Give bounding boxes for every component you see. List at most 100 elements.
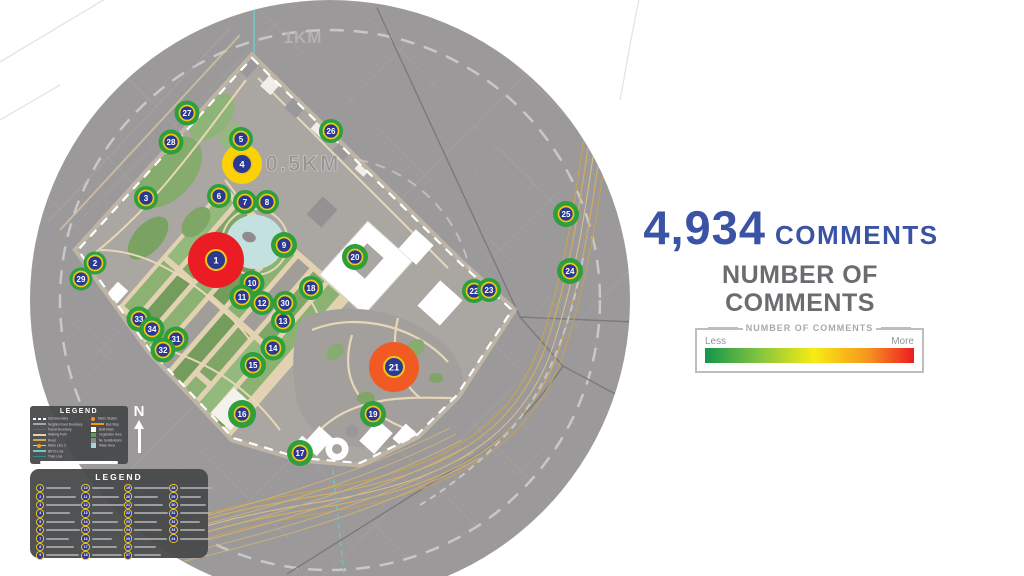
- map-marker-25[interactable]: 25: [553, 201, 579, 227]
- map-marker-9[interactable]: 9: [271, 232, 297, 258]
- map-marker-30[interactable]: 30: [273, 291, 297, 315]
- site-label-text: [134, 512, 169, 515]
- panel-heading: NUMBER OF COMMENTS: [722, 261, 878, 317]
- site-label-text: [179, 503, 206, 506]
- site-number-badge: 18: [81, 551, 90, 560]
- map-marker-17[interactable]: 17: [287, 440, 313, 466]
- map-marker-2[interactable]: 2: [83, 251, 107, 275]
- site-label-text: [179, 520, 200, 523]
- site-legend-item-13: 13: [81, 509, 123, 518]
- compass-arrow-icon: [134, 420, 144, 429]
- outer-street-lines: [0, 0, 640, 121]
- svg-text:5: 5: [239, 135, 244, 144]
- site-number-badge: 10: [81, 484, 90, 493]
- map-marker-18[interactable]: 18: [299, 276, 323, 300]
- map-marker-28[interactable]: 28: [158, 129, 184, 155]
- site-legend-item-3: 3: [36, 500, 82, 510]
- site-legend-item-9: 9: [36, 551, 81, 560]
- map-marker-15[interactable]: 15: [240, 352, 266, 378]
- site-number-badge: 3: [36, 500, 45, 510]
- site-legend-item-30: 30: [169, 500, 211, 510]
- dashed-road: [419, 257, 584, 506]
- legend-symbol-item: Metro Station: [91, 416, 127, 421]
- map-legend-line-items: Site Boundary Neighborhood Boundary Parcel…: [33, 416, 88, 459]
- ring-1km: [58, 28, 602, 572]
- map-marker-20[interactable]: 20: [342, 244, 368, 270]
- site-legend-item-20: 20: [123, 492, 169, 501]
- svg-text:7: 7: [243, 198, 248, 207]
- map-marker-34[interactable]: 34: [139, 316, 165, 342]
- site-label-text: [46, 529, 81, 532]
- comment-scale-title: NUMBER OF COMMENTS: [742, 323, 877, 333]
- site-number-badge: 29: [169, 492, 178, 501]
- svg-text:17: 17: [296, 449, 305, 458]
- ring-label-half-km: 0.5KM: [266, 151, 341, 176]
- svg-text:4: 4: [239, 159, 245, 170]
- svg-text:18: 18: [307, 284, 316, 293]
- site-number-badge: 16: [81, 534, 90, 543]
- map-legend: LEGEND Site Boundary Neighborhood Boundar…: [30, 406, 128, 465]
- svg-text:12: 12: [258, 299, 267, 308]
- dash-swatch: [33, 417, 46, 420]
- map-marker-16[interactable]: 16: [228, 400, 256, 428]
- legend-line-item: Metro Line 2: [33, 443, 88, 448]
- site-number-badge: 27: [123, 551, 133, 560]
- site-label-text: [46, 512, 71, 515]
- site-label-text: [46, 537, 70, 540]
- map-legend-symbol-items: Metro Station Bus Stop Built Mass Vegetatio…: [91, 416, 127, 459]
- site-legend-item-8: 8: [36, 542, 81, 552]
- map-marker-14[interactable]: 14: [260, 335, 286, 361]
- compass-north-label: N: [133, 403, 145, 420]
- map-marker-4[interactable]: 4: [222, 144, 262, 184]
- map-marker-21[interactable]: 21: [369, 342, 419, 392]
- site-number-badge: 23: [123, 517, 133, 526]
- map-marker-8[interactable]: 8: [255, 190, 279, 214]
- line-swatch: [33, 450, 46, 452]
- svg-text:27: 27: [183, 109, 192, 118]
- site-boundary: [76, 56, 514, 465]
- map-marker-7[interactable]: 7: [233, 190, 257, 214]
- site-number-badge: 5: [36, 517, 45, 526]
- site-label-text: [134, 520, 158, 523]
- site-number-badge: 34: [169, 534, 178, 543]
- site-label-text: [91, 537, 112, 540]
- site-legend-item-5: 5: [36, 517, 81, 526]
- map-marker-26[interactable]: 26: [319, 119, 343, 143]
- site-legend-item-15: 15: [81, 525, 123, 535]
- legend-line-item: BRTS Line: [33, 448, 88, 453]
- map-marker-23[interactable]: 23: [477, 278, 501, 302]
- map-marker-32[interactable]: 32: [150, 337, 176, 363]
- legend-line-item: Road: [33, 438, 88, 443]
- thickline-swatch: [91, 422, 104, 426]
- map-marker-27[interactable]: 27: [174, 100, 200, 126]
- site-number-badge: 25: [123, 534, 133, 543]
- legend-line-item: Walking Path: [33, 432, 88, 437]
- map-marker-5[interactable]: 5: [229, 127, 253, 151]
- map-marker-1[interactable]: 1: [188, 232, 244, 288]
- site-label-text: [46, 520, 76, 523]
- map-marker-13[interactable]: 13: [271, 309, 295, 333]
- site-label-text: [134, 495, 159, 498]
- line-swatch: [33, 423, 46, 425]
- svg-text:15: 15: [249, 361, 258, 370]
- site-label-text: [46, 487, 72, 490]
- svg-text:13: 13: [279, 317, 288, 326]
- scale-bar: [40, 461, 118, 465]
- map-marker-19[interactable]: 19: [360, 401, 386, 427]
- map-marker-24[interactable]: 24: [557, 258, 583, 284]
- site-legend-item-25: 25: [123, 534, 169, 543]
- map-marker-29[interactable]: 29: [69, 267, 93, 291]
- svg-text:30: 30: [281, 299, 290, 308]
- map-marker-3[interactable]: 3: [134, 186, 158, 210]
- map-marker-11[interactable]: 11: [229, 284, 255, 310]
- site-legend-item-18: 18: [81, 551, 123, 560]
- map-marker-12[interactable]: 12: [250, 291, 274, 315]
- map-marker-6[interactable]: 6: [207, 184, 231, 208]
- site-number-badge: 30: [169, 500, 178, 510]
- svg-text:14: 14: [269, 344, 278, 353]
- compass: N: [126, 403, 152, 453]
- site-label-text: [134, 503, 164, 506]
- site-label-text: [46, 545, 75, 548]
- site-number-badge: 12: [81, 500, 90, 510]
- site-number-badge: 24: [123, 525, 133, 535]
